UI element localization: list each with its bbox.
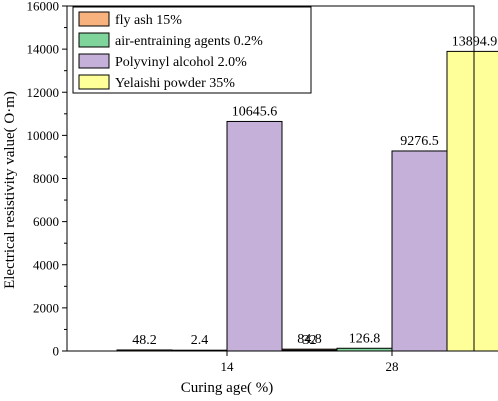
y-tick-label-2000: 2000 bbox=[33, 300, 59, 315]
legend-swatch-3 bbox=[78, 53, 110, 69]
y-tick-label-6000: 6000 bbox=[33, 214, 59, 229]
legend-label-4: Yelaishi powder 35% bbox=[115, 76, 235, 91]
x-tick-label-28: 28 bbox=[386, 359, 399, 374]
y-tick-label-10000: 10000 bbox=[27, 128, 60, 143]
data-label-14-1: 48.2 bbox=[132, 333, 157, 348]
y-tick-label-8000: 8000 bbox=[33, 171, 59, 186]
y-tick-label-14000: 14000 bbox=[27, 42, 60, 57]
legend: fly ash 15% air-entraining agents 0.2% Pol… bbox=[72, 6, 312, 94]
bar-14-3 bbox=[226, 120, 283, 352]
y-tick-label-12000: 12000 bbox=[27, 85, 60, 100]
legend-swatch-4 bbox=[78, 74, 110, 90]
y-axis-title: Electrical resistivity value( O·m) bbox=[2, 91, 18, 289]
data-label-28-4: 13894.9 bbox=[452, 34, 498, 49]
data-label-14-4: 32 bbox=[303, 333, 317, 348]
axes-layer: 0 2000 4000 6000 8000 10000 12000 14000 16000 14 2… bbox=[27, 0, 475, 374]
legend-swatch-2 bbox=[78, 32, 110, 48]
y-tick-label-0: 0 bbox=[53, 344, 60, 359]
data-label-28-1: 84.8 bbox=[297, 332, 322, 347]
bar-28-3 bbox=[391, 150, 448, 352]
data-label-28-3: 9276.5 bbox=[400, 134, 439, 149]
y-tick-label-4000: 4000 bbox=[33, 257, 59, 272]
x-axis-title: Curing age( %) bbox=[181, 380, 273, 396]
labels-layer: 48.2 84.8 2.4 126.8 10645.6 9276.5 32 13894.9 bbox=[132, 34, 497, 348]
legend-label-1: fly ash 15% bbox=[115, 13, 182, 28]
x-tick-label-14: 14 bbox=[221, 359, 235, 374]
data-label-14-2: 2.4 bbox=[191, 333, 209, 348]
legend-label-2: air-entraining agents 0.2% bbox=[115, 34, 263, 49]
data-label-28-2: 126.8 bbox=[349, 331, 381, 346]
bar-28-4 bbox=[446, 50, 498, 352]
legend-label-3: Polyvinyl alcohol 2.0% bbox=[115, 55, 247, 70]
bars-layer bbox=[116, 50, 498, 352]
y-tick-label-16000: 16000 bbox=[27, 0, 60, 14]
data-label-14-3: 10645.6 bbox=[232, 104, 278, 119]
legend-box bbox=[72, 6, 312, 94]
legend-swatch-1 bbox=[78, 11, 110, 27]
